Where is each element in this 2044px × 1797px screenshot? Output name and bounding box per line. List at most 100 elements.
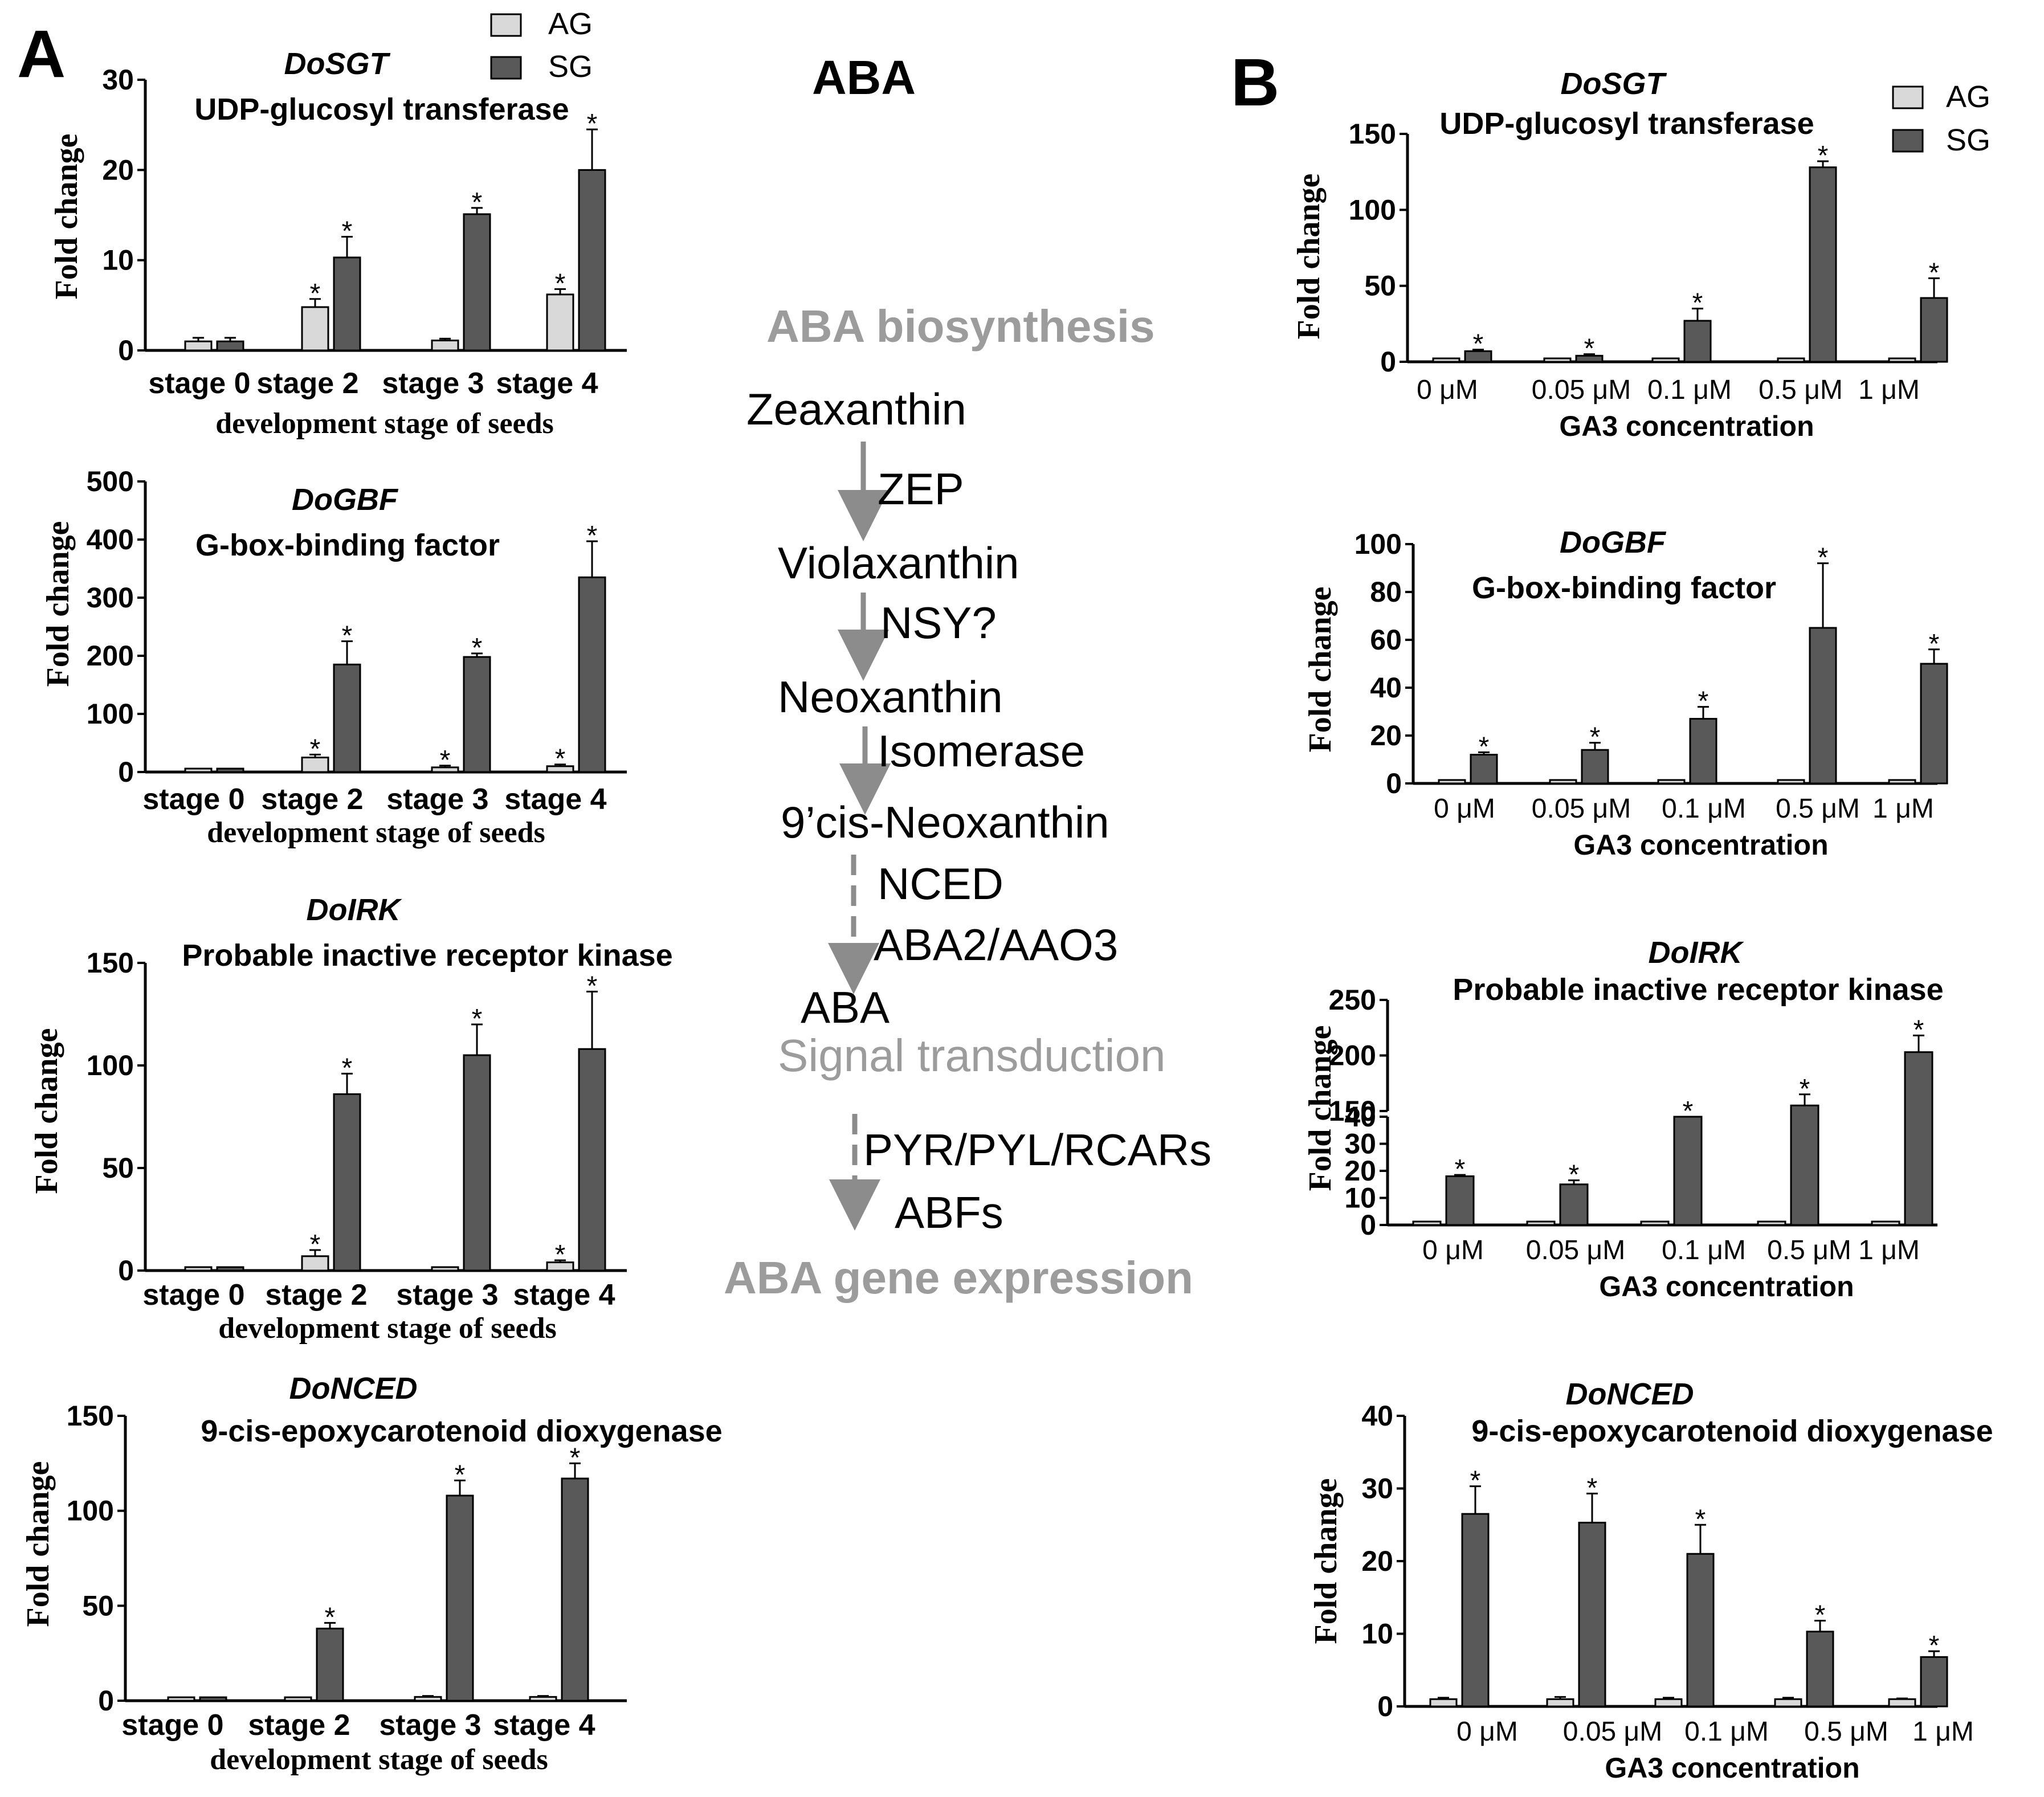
pathway-node-violaxanthin: Violaxanthin — [778, 538, 1019, 588]
chart-gene-name: DoSGT — [1561, 67, 1667, 101]
bar-ag — [1429, 1698, 1458, 1708]
bar-ag — [1888, 1698, 1916, 1708]
pathway-enzyme-nsy: NSY? — [880, 598, 997, 648]
panel-label-b: B — [1231, 45, 1279, 120]
significance-star: * — [587, 971, 598, 1001]
bar-ag — [1526, 1220, 1556, 1226]
pathway-node-neoxanthin: Neoxanthin — [778, 672, 1003, 722]
y-tick-label: 50 — [82, 1590, 114, 1622]
y-axis-label: Fold change — [1303, 587, 1338, 753]
bar-ag — [167, 1696, 195, 1702]
x-category-label: stage 4 — [496, 367, 598, 400]
significance-star: * — [587, 521, 598, 551]
bar-ag — [1412, 1220, 1442, 1226]
bar-ag — [1546, 1698, 1574, 1708]
y-tick-label: 50 — [102, 1152, 134, 1184]
y-tick-label: 100 — [1349, 194, 1396, 226]
significance-star: * — [472, 187, 483, 218]
x-axis-label: development stage of seeds — [218, 1312, 557, 1345]
x-category-label: 1 μM — [1858, 1235, 1920, 1265]
chart-gene-name: DoIRK — [307, 893, 403, 927]
x-category-label: stage 0 — [121, 1709, 223, 1742]
significance-star: * — [342, 1053, 353, 1083]
chart-a-doirk: DoIRK Probable inactive receptor kinase Fo… — [29, 893, 673, 1345]
x-category-label: 0.05 μM — [1532, 375, 1631, 405]
y-tick-label: 20 — [1361, 1545, 1393, 1577]
significance-star: * — [1470, 1466, 1481, 1496]
x-category-label: stage 3 — [382, 367, 484, 400]
bar-ag — [431, 340, 459, 352]
significance-star: * — [555, 744, 566, 774]
bar-sg — [1673, 1116, 1703, 1226]
legend-swatch-sg — [490, 56, 522, 80]
bar-ag — [1549, 779, 1577, 785]
legend-swatch-sg — [1892, 129, 1924, 153]
bar-sg — [333, 256, 361, 352]
bar-sg — [578, 169, 606, 352]
significance-star: * — [310, 734, 321, 764]
x-category-label: stage 4 — [504, 783, 606, 816]
bar-sg — [1920, 1656, 1948, 1708]
y-tick-label: 60 — [1370, 624, 1402, 656]
x-category-label: 0.1 μM — [1684, 1717, 1769, 1747]
pathway-node-aba: ABA — [801, 982, 890, 1032]
y-tick-label: 300 — [87, 582, 134, 614]
x-axis-label: GA3 concentration — [1573, 829, 1828, 861]
y-axis-label: Fold change — [1308, 1479, 1344, 1644]
bar-ag — [1438, 779, 1466, 785]
bar-ag — [1654, 1698, 1683, 1708]
x-category-label: 0 μM — [1456, 1717, 1518, 1747]
bar-ag — [546, 293, 574, 352]
significance-star: * — [472, 633, 483, 663]
bar-ag — [301, 757, 329, 773]
chart-title: G-box-binding factor — [195, 528, 500, 562]
significance-star: * — [310, 279, 321, 309]
y-axis-label: Fold change — [49, 134, 84, 300]
y-tick-label: 500 — [87, 465, 134, 497]
x-category-label: 0 μM — [1434, 794, 1495, 824]
bar-sg — [216, 340, 244, 352]
significance-star: * — [342, 621, 353, 651]
bar-sg — [1683, 320, 1712, 363]
y-tick-label: 0 — [118, 1255, 134, 1287]
bar-sg — [463, 213, 491, 352]
y-tick-label: 40 — [1370, 672, 1402, 704]
legend-label-sg: SG — [548, 50, 593, 84]
y-tick-label: 20 — [102, 154, 134, 186]
y-tick-label: 400 — [87, 524, 134, 556]
x-category-label: 0.5 μM — [1767, 1235, 1851, 1265]
x-category-label: stage 0 — [142, 1279, 244, 1312]
legend-label-ag: AG — [1946, 80, 1990, 114]
bar-ag — [1651, 357, 1680, 363]
x-category-label: stage 3 — [386, 783, 488, 816]
y-tick-label: 10 — [102, 244, 134, 276]
aba-pathway: ABA ABA biosynthesis Zeaxanthin ZEP Viol… — [724, 51, 1211, 1303]
significance-star: * — [1569, 1160, 1580, 1190]
bar-sg — [578, 576, 606, 773]
bar-sg — [216, 1266, 244, 1272]
x-category-label: stage 3 — [396, 1279, 498, 1312]
x-category-label: 0 μM — [1417, 375, 1478, 405]
x-category-label: stage 0 — [142, 783, 244, 816]
bar-ag — [301, 306, 329, 352]
legend-a: AG SG — [490, 7, 593, 84]
bar-sg — [1578, 1521, 1606, 1708]
x-category-label: stage 3 — [379, 1709, 481, 1742]
chart-title: 9-cis-epoxycarotenoid dioxygenase — [1471, 1414, 1993, 1448]
significance-star: * — [1698, 687, 1709, 717]
y-tick-label: 100 — [87, 698, 134, 730]
bar-sg — [1920, 297, 1948, 363]
x-category-label: 1 μM — [1858, 375, 1920, 405]
bar-sg — [1809, 627, 1837, 785]
x-category-label: 0.1 μM — [1647, 375, 1732, 405]
bar-ag — [414, 1696, 442, 1702]
chart-title: 9-cis-epoxycarotenoid dioxygenase — [201, 1414, 722, 1448]
chart-title: Probable inactive receptor kinase — [182, 938, 672, 973]
x-category-label: 0.05 μM — [1526, 1235, 1625, 1265]
significance-star: * — [1929, 1631, 1940, 1661]
bar-sg — [1904, 1051, 1933, 1226]
pathway-abfs: ABFs — [895, 1187, 1003, 1238]
bar-sg — [1689, 718, 1717, 785]
legend-label-ag: AG — [548, 7, 593, 41]
